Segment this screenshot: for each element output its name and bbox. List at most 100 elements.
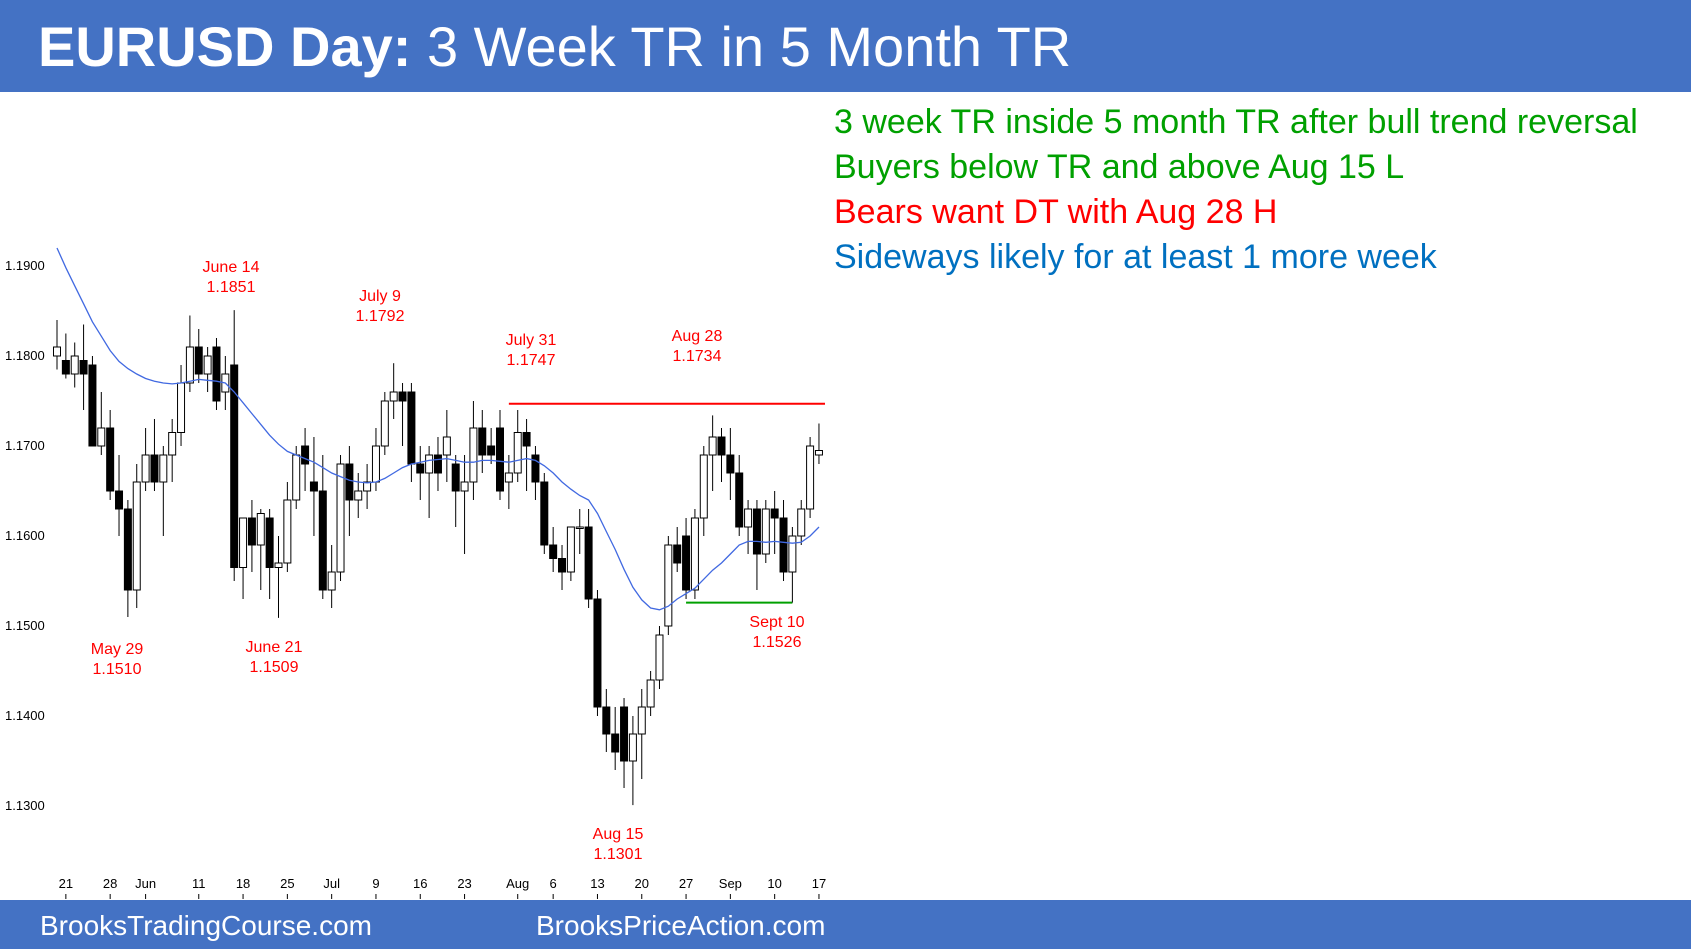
candle-body xyxy=(761,508,770,555)
footer-link-right[interactable]: BrooksPriceAction.com xyxy=(536,910,826,941)
candle-body xyxy=(274,562,283,568)
annotation-value: 1.1301 xyxy=(594,846,643,863)
x-tick-label: 6 xyxy=(550,876,557,891)
annotation-label: July 31 xyxy=(506,332,557,349)
candle-body xyxy=(425,454,434,474)
candle-body xyxy=(230,364,239,568)
candle-body xyxy=(735,472,744,528)
commentary-notes: 3 week TR inside 5 month TR after bull t… xyxy=(834,100,1638,280)
candle-body xyxy=(380,400,389,447)
annotation-value: 1.1792 xyxy=(356,308,405,325)
candle-body xyxy=(141,454,150,483)
page-title: EURUSD Day: 3 Week TR in 5 Month TR xyxy=(38,12,1071,82)
candle-body xyxy=(575,526,584,529)
x-tick-label: Jun xyxy=(135,876,156,891)
candle-body xyxy=(664,544,673,627)
x-tick-label: 27 xyxy=(679,876,693,891)
x-tick-label: 9 xyxy=(372,876,379,891)
candle-body xyxy=(451,463,460,492)
candle-body xyxy=(407,391,416,465)
candle-body xyxy=(726,454,735,474)
footer-bar: BrooksTradingCourse.com BrooksPriceActio… xyxy=(0,900,1691,949)
annotation-value: 1.1851 xyxy=(207,279,256,296)
x-tick-label: Sep xyxy=(719,876,742,891)
candle-body xyxy=(744,508,753,528)
candle-body xyxy=(256,513,265,546)
x-tick-label: 13 xyxy=(590,876,604,891)
candle-body xyxy=(788,535,797,573)
annotation-label: Aug 28 xyxy=(672,328,723,345)
annotation-value: 1.1747 xyxy=(507,352,556,369)
price-chart: 1.1900 1.1800 1.1700 1.1600 1.1500 1.1400 1.13… xyxy=(5,247,826,899)
y-tick-label: 1.1800 xyxy=(5,348,45,363)
candle-body xyxy=(752,508,761,555)
candle-body xyxy=(185,346,194,384)
candle-body xyxy=(593,598,602,708)
y-tick-label: 1.1300 xyxy=(5,798,45,813)
candle-body xyxy=(433,454,442,474)
annotation-label: June 21 xyxy=(246,639,303,656)
candle-body xyxy=(283,499,292,564)
note-range: 3 week TR inside 5 month TR after bull t… xyxy=(834,103,1638,141)
x-tick-label: 10 xyxy=(767,876,781,891)
title-symbol: EURUSD Day: xyxy=(38,15,412,78)
candle-body xyxy=(309,481,318,492)
candle-body xyxy=(97,427,106,447)
candle-body xyxy=(292,454,301,501)
candle-body xyxy=(159,454,168,483)
candle-body xyxy=(203,355,212,375)
candle-body xyxy=(150,454,159,483)
candle-body xyxy=(540,481,549,546)
candle-body xyxy=(531,454,540,483)
candle-body xyxy=(496,427,504,492)
title-bar: EURUSD Day: 3 Week TR in 5 Month TR xyxy=(0,0,1691,92)
candle-body xyxy=(442,436,451,456)
footer-link-left[interactable]: BrooksTradingCourse.com xyxy=(40,910,372,941)
candle-body xyxy=(682,535,691,591)
note-buyers: Buyers below TR and above Aug 15 L xyxy=(834,148,1405,186)
candle-body xyxy=(487,445,496,456)
candle-body xyxy=(513,432,522,474)
x-tick-label: 23 xyxy=(457,876,471,891)
x-tick-label: Aug xyxy=(506,876,529,891)
candle-body xyxy=(779,517,788,573)
candle-body xyxy=(655,634,664,681)
x-tick-label: 18 xyxy=(236,876,250,891)
candle-body xyxy=(566,526,575,573)
note-bears: Bears want DT with Aug 28 H xyxy=(834,193,1278,231)
candle-body xyxy=(558,558,567,573)
annotation-value: 1.1510 xyxy=(93,661,142,678)
candle-body xyxy=(549,544,558,559)
candle-body xyxy=(239,517,248,568)
candle-body xyxy=(106,427,115,492)
annotation-label: Aug 15 xyxy=(593,826,644,843)
x-tick-label: 28 xyxy=(103,876,117,891)
candle-body xyxy=(53,346,61,357)
candle-body xyxy=(478,427,487,456)
x-tick-label: 16 xyxy=(413,876,427,891)
candle-body xyxy=(345,463,354,501)
candle-body xyxy=(628,733,637,762)
candle-body xyxy=(371,445,380,483)
candle-body xyxy=(584,526,593,600)
candle-body xyxy=(88,364,97,447)
note-outlook: Sideways likely for at least 1 more week xyxy=(834,238,1437,276)
candle-body xyxy=(416,463,425,474)
candle-body xyxy=(637,706,646,735)
annotation-value: 1.1734 xyxy=(673,348,722,365)
candle-body xyxy=(265,517,274,568)
ema-line xyxy=(56,247,820,611)
y-tick-label: 1.1700 xyxy=(5,438,45,453)
y-tick-label: 1.1400 xyxy=(5,708,45,723)
candle-body xyxy=(327,571,336,591)
candle-body xyxy=(673,544,682,564)
candle-body xyxy=(460,481,469,492)
annotation-label: May 29 xyxy=(91,641,144,658)
candle-body xyxy=(806,445,815,510)
candle-body xyxy=(708,436,717,456)
annotation-label: Sept 10 xyxy=(749,614,804,631)
candle-body xyxy=(699,454,708,519)
x-tick-label: 21 xyxy=(59,876,73,891)
candle-body xyxy=(389,391,398,402)
candle-body xyxy=(770,508,779,519)
